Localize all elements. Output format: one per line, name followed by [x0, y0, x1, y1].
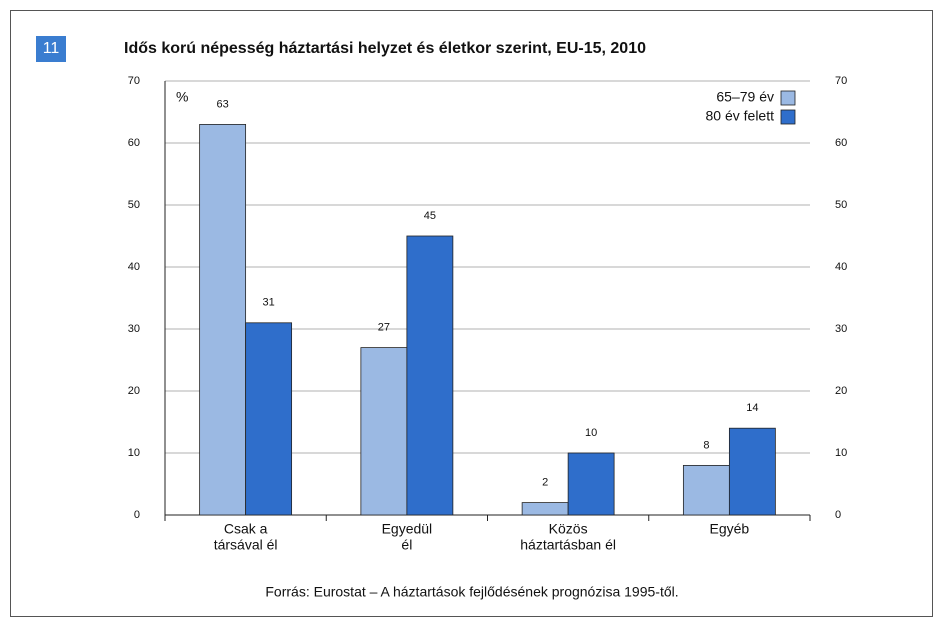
value-label: 27: [378, 322, 390, 334]
bar: [360, 347, 408, 516]
value-label: 63: [217, 98, 229, 110]
x-tick-label: háztartásban él: [520, 537, 616, 553]
y-tick-label: 60: [128, 137, 140, 149]
value-label: 8: [703, 439, 709, 451]
y2-tick-label: 40: [835, 261, 847, 273]
bar: [728, 427, 776, 516]
x-tick-label: társával él: [214, 537, 278, 553]
legend-label: 65–79 év: [716, 89, 774, 105]
figure-badge: [36, 36, 66, 62]
y2-tick-label: 50: [835, 199, 847, 211]
y2-tick-label: 0: [835, 509, 841, 521]
x-tick-label: Közös: [549, 521, 588, 537]
chart-title: Idős korú népesség háztartási helyzet és…: [124, 40, 646, 57]
frame: [10, 10, 933, 617]
legend-swatch: [780, 109, 796, 125]
y-tick-label: 10: [128, 447, 140, 459]
bar: [521, 502, 569, 516]
x-tick-label: Egyedül: [382, 521, 433, 537]
value-label: 2: [542, 477, 548, 489]
y2-tick-label: 10: [835, 447, 847, 459]
y2-tick-label: 60: [835, 137, 847, 149]
y-tick-label: 50: [128, 199, 140, 211]
x-tick-label: él: [401, 537, 412, 553]
value-label: 14: [746, 402, 758, 414]
bar: [567, 452, 615, 516]
value-label: 31: [263, 297, 275, 309]
y-tick-label: 20: [128, 385, 140, 397]
y-tick-label: 0: [134, 509, 140, 521]
y2-tick-label: 70: [835, 75, 847, 87]
y-tick-label: 40: [128, 261, 140, 273]
x-tick-label: Csak a: [224, 521, 268, 537]
legend-label: 80 év felett: [706, 108, 775, 124]
y2-tick-label: 30: [835, 323, 847, 335]
bar: [199, 124, 247, 516]
x-tick-label: Egyéb: [710, 521, 750, 537]
legend-swatch: [780, 90, 796, 106]
bar: [682, 464, 730, 516]
bar: [406, 235, 454, 516]
figure-number: 11: [43, 40, 60, 57]
source: Forrás: Eurostat – A háztartások fejlődé…: [265, 584, 678, 600]
y-unit: %: [176, 89, 188, 105]
y-tick-label: 30: [128, 323, 140, 335]
y-tick-label: 70: [128, 75, 140, 87]
value-label: 10: [585, 427, 597, 439]
y2-tick-label: 20: [835, 385, 847, 397]
bar: [245, 322, 293, 516]
value-label: 45: [424, 210, 436, 222]
